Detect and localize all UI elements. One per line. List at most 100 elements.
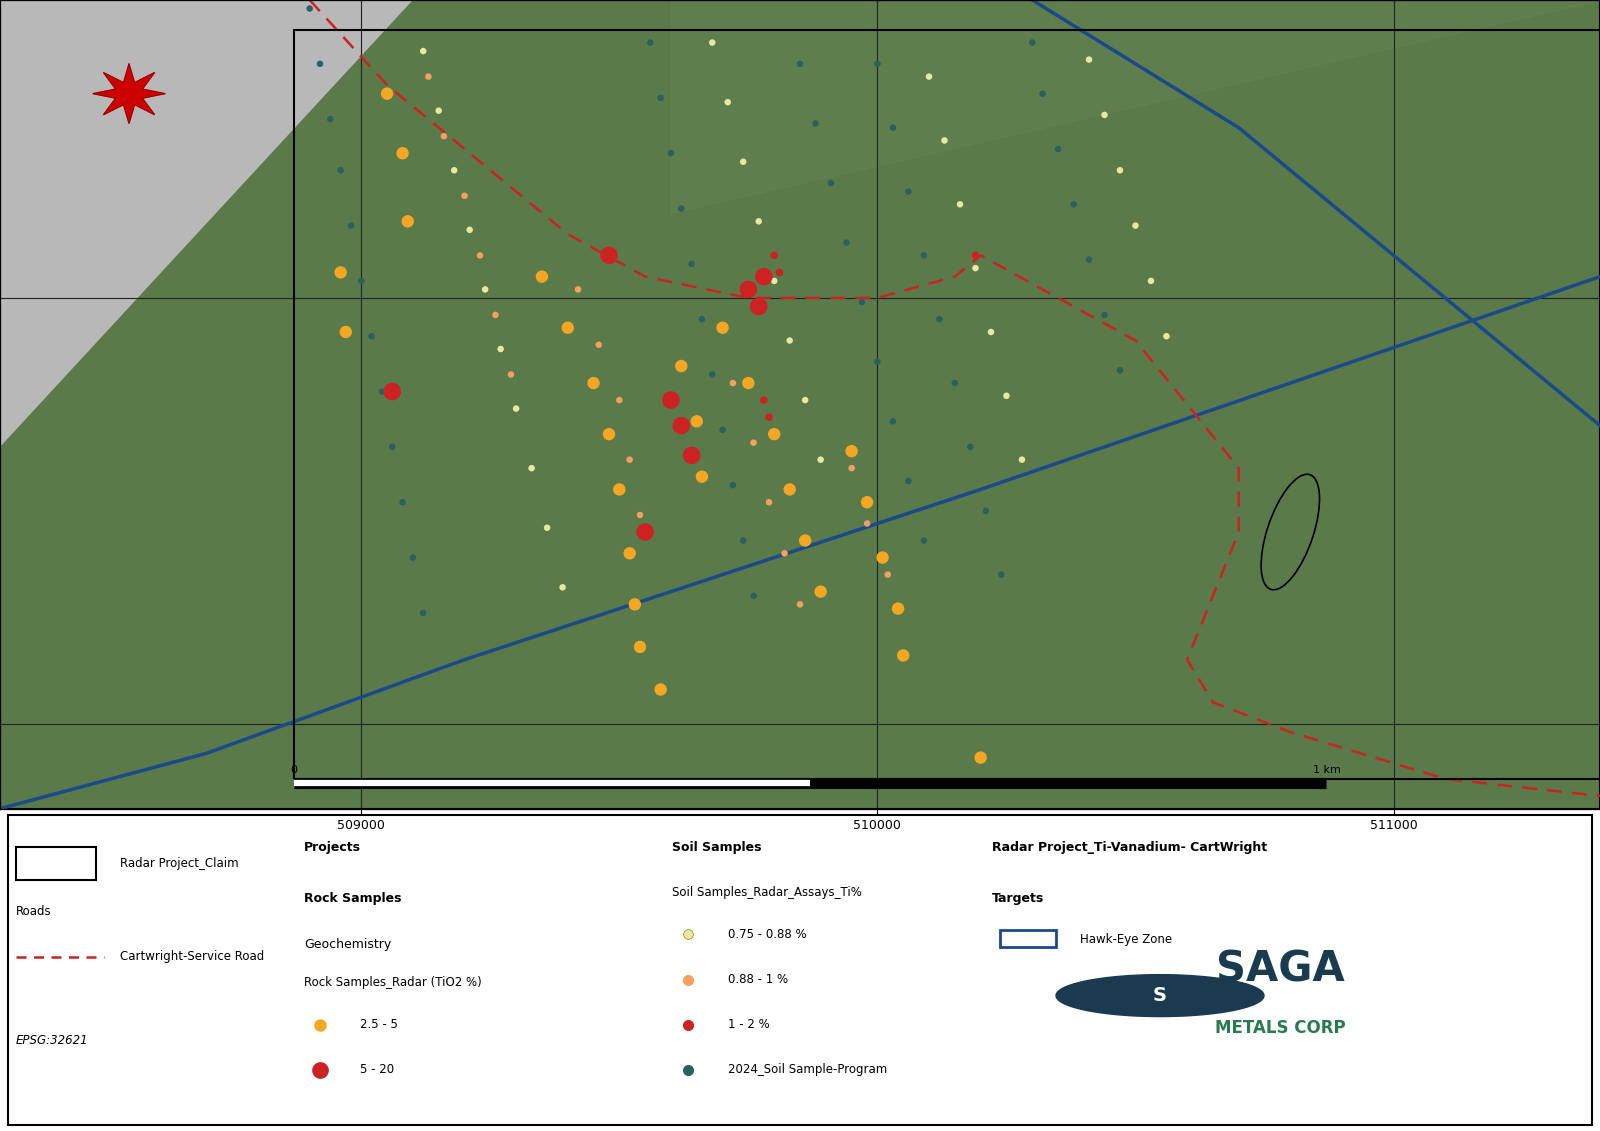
Point [766, 264, 792, 282]
Point [358, 327, 384, 345]
Point [430, 127, 456, 145]
Point [648, 681, 674, 699]
Text: Radar Project_Claim: Radar Project_Claim [120, 857, 238, 870]
Point [880, 119, 906, 137]
Point [669, 416, 694, 434]
Point [926, 310, 952, 328]
Point [947, 196, 973, 214]
Point [1107, 361, 1133, 379]
Point [1107, 162, 1133, 180]
Point [741, 587, 766, 605]
Bar [16, 847, 96, 880]
Bar [1000, 930, 1056, 948]
Point [298, 0, 323, 18]
Point [787, 595, 813, 613]
Point [622, 595, 648, 613]
Text: 2.5 - 5: 2.5 - 5 [360, 1018, 398, 1031]
Point [736, 374, 762, 392]
Text: Roads: Roads [16, 905, 51, 918]
Point [411, 42, 437, 60]
Point [632, 523, 658, 541]
Point [864, 54, 890, 72]
Point [606, 481, 632, 499]
Point [931, 131, 957, 149]
Point [741, 433, 766, 451]
Point [1154, 327, 1179, 345]
Point [586, 336, 611, 354]
Point [1138, 271, 1163, 290]
Text: 5 - 20: 5 - 20 [360, 1063, 394, 1077]
Point [750, 391, 776, 409]
Text: Hawk-Eye Zone: Hawk-Eye Zone [1080, 933, 1173, 946]
Point [762, 271, 787, 290]
Point [880, 413, 906, 431]
Point [762, 247, 787, 265]
Point [803, 114, 829, 132]
Point [426, 102, 451, 120]
Point [349, 271, 374, 290]
Point [963, 247, 989, 265]
Point [699, 365, 725, 383]
Point [1077, 251, 1102, 269]
Point [627, 506, 653, 524]
Point [917, 68, 942, 86]
Point [854, 515, 880, 533]
Text: 0: 0 [291, 765, 298, 775]
Point [550, 578, 576, 596]
Point [771, 544, 797, 562]
Point [618, 450, 643, 468]
Point [606, 391, 632, 409]
Bar [294, 29, 1600, 779]
Point [690, 310, 715, 328]
Point [1030, 85, 1056, 103]
Point [565, 280, 590, 299]
Point [374, 85, 400, 103]
Point [458, 221, 483, 239]
Point [627, 638, 653, 656]
Point [891, 647, 917, 665]
Point [746, 213, 771, 231]
Point [710, 421, 736, 439]
Point [1045, 140, 1070, 158]
Point [838, 442, 864, 460]
Point [317, 110, 342, 128]
Point [792, 532, 818, 550]
Point [488, 340, 514, 359]
Point [850, 293, 875, 311]
Point [808, 582, 834, 601]
Point [411, 604, 437, 622]
Point [942, 374, 968, 392]
Point [746, 297, 771, 316]
Point [818, 174, 843, 192]
Point [379, 438, 405, 456]
Point [720, 476, 746, 494]
Point [731, 532, 757, 550]
Point [498, 365, 523, 383]
Point [1091, 305, 1117, 323]
Text: Targets: Targets [992, 892, 1045, 906]
Point [597, 247, 622, 265]
Point [678, 254, 704, 273]
Point [778, 481, 803, 499]
Point [400, 549, 426, 567]
Point [669, 357, 694, 375]
Point [1061, 196, 1086, 214]
Point [328, 162, 354, 180]
Point [390, 493, 416, 511]
Point [864, 353, 890, 371]
Point [885, 599, 910, 618]
Polygon shape [0, 0, 413, 447]
Point [838, 459, 864, 477]
Point [390, 144, 416, 162]
Point [504, 399, 530, 417]
Point [750, 268, 776, 286]
Polygon shape [93, 63, 165, 123]
Text: Soil Samples: Soil Samples [672, 840, 762, 854]
Point [307, 54, 333, 72]
Point [1123, 216, 1149, 234]
Point [648, 89, 674, 107]
Point [678, 447, 704, 465]
Point [416, 68, 442, 86]
Point [534, 519, 560, 537]
Point [683, 413, 709, 431]
